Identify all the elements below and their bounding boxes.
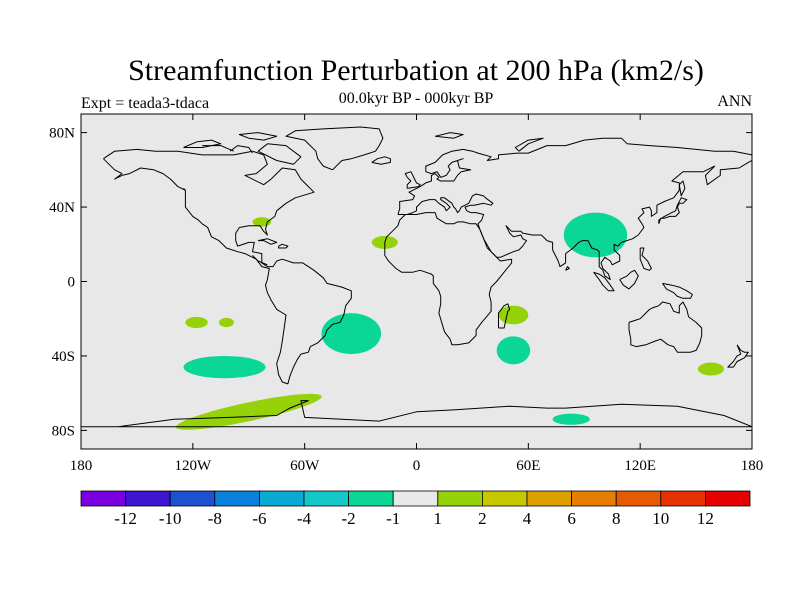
coastline (639, 247, 652, 271)
anomaly-region (218, 317, 234, 328)
colorbar-swatch (258, 490, 305, 507)
anomaly-region (183, 355, 266, 379)
x-tick-label: 120W (174, 458, 212, 474)
x-tick-label: 180 (741, 458, 764, 474)
x-tick-label: 180 (70, 458, 93, 474)
colorbar-label: -1 (386, 509, 400, 528)
coastline (662, 282, 693, 299)
colorbar-swatch (392, 490, 439, 507)
y-tick-label: 40S (52, 349, 75, 365)
colorbar-swatch (705, 490, 751, 507)
coastline (81, 400, 752, 428)
y-tick-label: 0 (68, 275, 76, 291)
coastline (404, 171, 421, 189)
colorbar-swatch (169, 490, 216, 507)
anomaly-region (498, 305, 529, 325)
coastline (434, 132, 464, 139)
colorbar-swatch (348, 490, 394, 507)
colorbar-label: 12 (697, 509, 714, 528)
coastline (514, 137, 544, 152)
colorbar-swatch (615, 490, 662, 507)
coastline (229, 145, 253, 154)
colorbar-label: 1 (434, 509, 443, 528)
coastline (678, 180, 686, 197)
axis-ticks: 180 120W 60W 0 60E 120E 180 80N 40N 0 40S 80S (49, 114, 763, 474)
colorbar-label: 10 (652, 509, 669, 528)
coastline (183, 139, 222, 148)
coastline (252, 255, 268, 266)
y-tick-label: 80S (52, 423, 75, 439)
coastline (658, 197, 688, 224)
coastline (628, 301, 703, 353)
colorbar: -12 -10 -8 -6 -4 -2 -1 1 2 4 6 8 10 12 (80, 490, 751, 528)
colorbar-label: -12 (114, 509, 137, 528)
colorbar-swatch (214, 490, 260, 507)
coastline (257, 238, 278, 245)
y-tick-label: 80N (49, 126, 75, 142)
coastline (278, 243, 289, 249)
anomaly-region (175, 393, 322, 430)
anomaly-region (496, 336, 531, 365)
colorbar-swatch (437, 490, 483, 507)
anomaly-region (563, 212, 628, 258)
coastline (257, 143, 302, 165)
colorbar-label: -2 (342, 509, 356, 528)
left-subtitle: Expt = teada3-tdaca (81, 95, 209, 112)
x-tick-label: 0 (413, 458, 421, 474)
colorbar-label: 8 (612, 509, 621, 528)
coastline (238, 132, 278, 141)
coastline (727, 344, 749, 368)
anomaly-region (552, 413, 590, 425)
colorbar-label: -8 (208, 509, 222, 528)
coastline (103, 148, 352, 385)
map-background (81, 114, 752, 449)
x-tick-label: 60W (290, 458, 320, 474)
x-tick-label: 120E (624, 458, 656, 474)
colorbar-label: 6 (567, 509, 576, 528)
center-subtitle: 00.0kyr BP - 000kyr BP (339, 90, 494, 107)
colorbar-swatch (526, 490, 572, 507)
coastline (202, 145, 234, 152)
colorbar-label: 4 (523, 509, 532, 528)
colorbar-swatch (660, 490, 706, 507)
anomaly-region (321, 313, 382, 355)
colorbar-swatch (125, 490, 171, 507)
coastline-layer (81, 126, 752, 428)
anomaly-region (697, 362, 725, 376)
coastline (593, 271, 615, 292)
colorbar-label: -4 (297, 509, 312, 528)
coastline (384, 212, 513, 346)
colorbar-swatch (303, 490, 349, 507)
y-tick-label: 40N (49, 200, 75, 216)
coastline (619, 269, 639, 290)
coastline (371, 156, 391, 165)
anomaly-region (185, 316, 208, 329)
x-tick-label: 60E (516, 458, 540, 474)
colorbar-swatch (80, 490, 126, 507)
coastline (285, 126, 384, 171)
figure-title: Streamfunction Perturbation at 200 hPa (… (128, 54, 704, 87)
coastline (397, 137, 752, 281)
anomaly-layer (175, 212, 725, 430)
right-subtitle: ANN (717, 93, 752, 110)
colorbar-label: -6 (252, 509, 266, 528)
coastline (565, 266, 570, 271)
coastline (183, 188, 186, 191)
colorbar-label: -10 (159, 509, 182, 528)
colorbar-swatch (571, 490, 617, 507)
colorbar-label: 2 (478, 509, 487, 528)
coastline (498, 303, 511, 329)
colorbar-swatch (481, 490, 528, 507)
